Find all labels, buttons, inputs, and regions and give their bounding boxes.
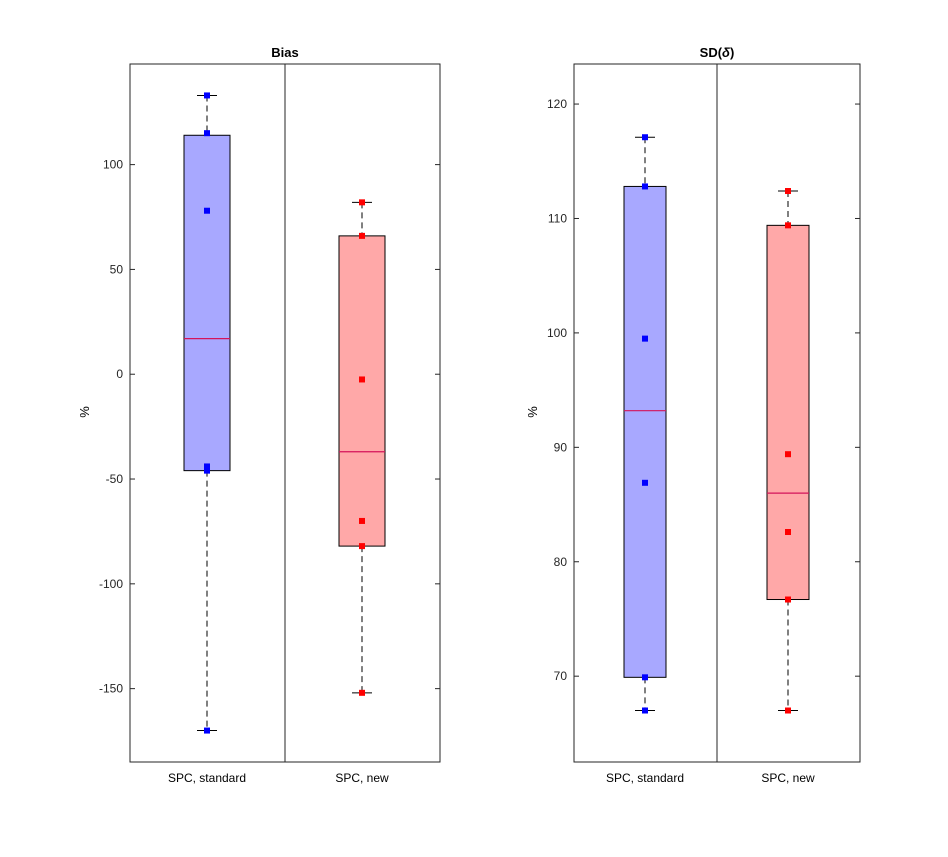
bias-standard-data-point (204, 207, 210, 214)
sd-standard-data-point (642, 183, 648, 190)
bias-standard-data-point (204, 727, 210, 734)
sd-new-data-point (785, 451, 791, 458)
sd-x-tick-label-standard: SPC, standard (606, 771, 684, 785)
sd-standard-data-point (642, 134, 648, 141)
sd-standard-data-point (642, 479, 648, 486)
bias-new-data-point (359, 517, 365, 524)
sd-new-box (766, 224, 810, 601)
bias-standard-data-point (204, 463, 210, 470)
sd-x-tick-label-new: SPC, new (761, 771, 815, 785)
bias-y-tick-label: -150 (99, 682, 123, 696)
bias-y-tick-label: 0 (116, 367, 123, 381)
sd-new-data-point (785, 222, 791, 229)
bias-y-tick-label: -100 (99, 577, 123, 591)
sd-y-tick-label: 70 (554, 669, 568, 683)
bias-x-tick-label-standard: SPC, standard (168, 771, 246, 785)
sd-y-tick-label: 80 (554, 555, 568, 569)
bias-panel: Bias % -150 -100 -50 0 50 100 SPC, standard S… (77, 45, 441, 785)
bias-standard-box (183, 134, 231, 472)
sd-y-tick-label: 110 (548, 211, 567, 225)
sd-new-data-point (785, 188, 791, 195)
bias-new-data-point (359, 543, 365, 550)
sd-new-data-point (785, 596, 791, 603)
bias-new-data-point (359, 689, 365, 696)
sd-standard-box (623, 185, 667, 678)
bias-title: Bias (271, 45, 298, 60)
bias-standard-data-point (204, 130, 210, 137)
sd-y-tick-label: 100 (547, 326, 567, 340)
bias-y-tick-label: 100 (103, 158, 123, 172)
sd-new-data-point (785, 707, 791, 714)
bias-new-data-point (359, 199, 365, 206)
bias-new-data-point (359, 376, 365, 383)
sd-standard-data-point (642, 674, 648, 681)
sd-panel: SD(δ) % 70 80 90 100 110 120 SPC, standard SP… (525, 45, 861, 785)
sd-title: SD(δ) (700, 45, 735, 60)
bias-new-box (338, 235, 386, 547)
sd-new-data-point (785, 529, 791, 536)
bias-y-tick-label: 50 (110, 262, 124, 276)
bias-y-axis-label: % (77, 406, 92, 418)
bias-new-data-point (359, 232, 365, 239)
bias-x-tick-label-new: SPC, new (335, 771, 389, 785)
bias-standard-data-point (204, 467, 210, 474)
sd-y-axis-label: % (525, 406, 540, 418)
sd-y-tick-label: 120 (547, 97, 567, 111)
bias-y-tick-label: -50 (106, 472, 124, 486)
sd-standard-data-point (642, 335, 648, 342)
sd-y-tick-label: 90 (554, 440, 568, 454)
sd-standard-data-point (642, 707, 648, 714)
bias-standard-data-point (204, 92, 210, 99)
